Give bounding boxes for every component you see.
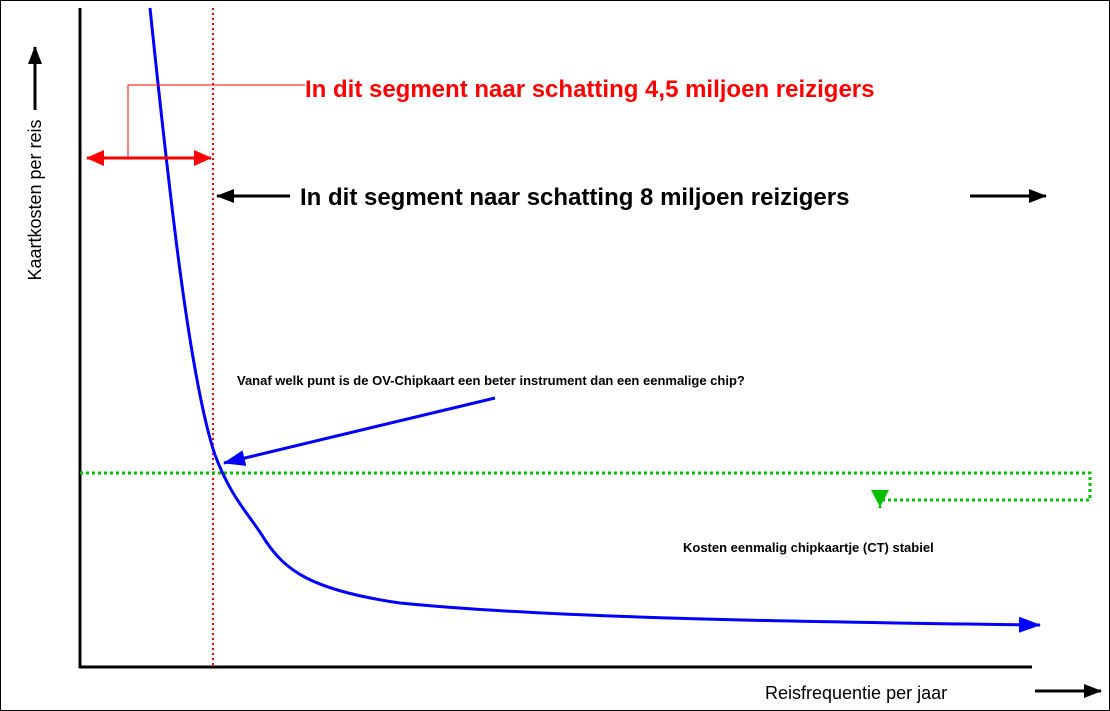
stable-cost-label: Kosten eenmalig chipkaartje (CT) stabiel <box>683 540 934 555</box>
segment-large-label: In dit segment naar schatting 8 miljoen … <box>300 184 849 211</box>
question-label: Vanaf welk punt is de OV-Chipkaart een b… <box>237 373 745 388</box>
segment-small-label: In dit segment naar schatting 4,5 miljoe… <box>305 76 874 103</box>
x-axis-label: Reisfrequentie per jaar <box>765 683 947 703</box>
y-axis-label: Kaartkosten per reis <box>25 119 45 280</box>
cost-curve <box>148 7 1041 633</box>
question-arrow <box>223 396 496 466</box>
segment-bracket <box>127 84 305 158</box>
